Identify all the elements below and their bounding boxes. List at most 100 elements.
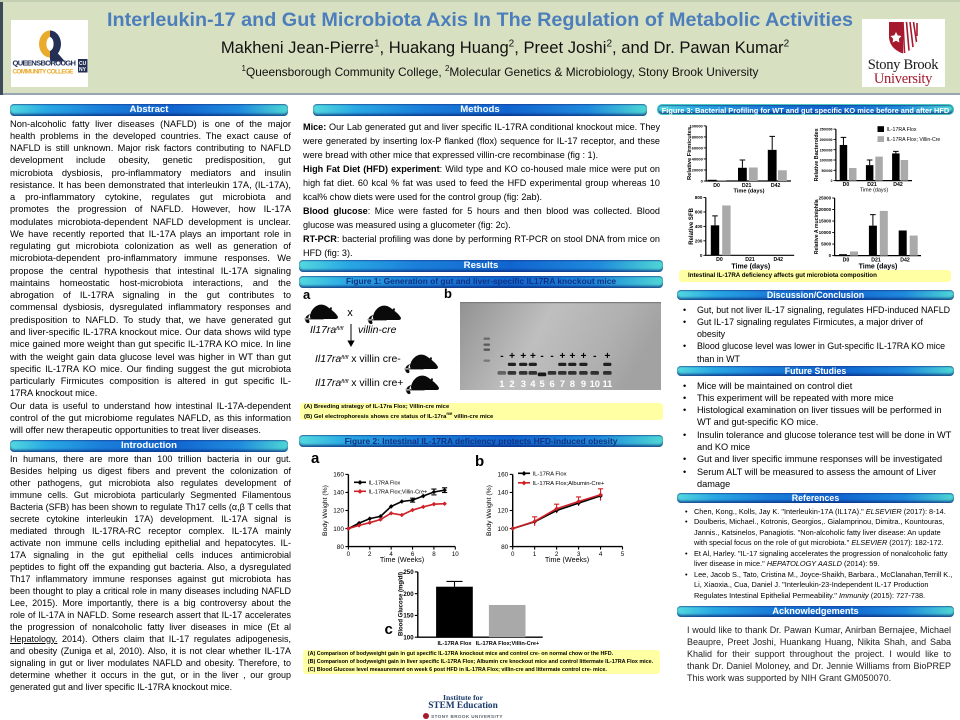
svg-text:25000: 25000 bbox=[819, 196, 832, 201]
svg-text:Blood Glucose (mg/dl): Blood Glucose (mg/dl) bbox=[399, 572, 405, 636]
svg-text:0: 0 bbox=[701, 179, 704, 184]
svg-text:IL-17RA Flox; Villin-Cre: IL-17RA Flox; Villin-Cre bbox=[887, 137, 941, 143]
svg-text:8: 8 bbox=[432, 551, 436, 558]
svg-text:5000: 5000 bbox=[821, 242, 832, 247]
svg-text:3: 3 bbox=[577, 551, 581, 558]
svg-text:10: 10 bbox=[590, 378, 600, 389]
svg-text:600: 600 bbox=[695, 210, 703, 215]
svg-text:2: 2 bbox=[509, 378, 514, 389]
svg-text:8: 8 bbox=[570, 378, 575, 389]
svg-text:Relative SFB: Relative SFB bbox=[689, 207, 695, 244]
svg-text:IL-17RA Flox: IL-17RA Flox bbox=[438, 641, 473, 647]
svg-text:100000: 100000 bbox=[689, 124, 703, 129]
svg-text:200: 200 bbox=[695, 238, 703, 243]
svg-text:1500000: 1500000 bbox=[820, 148, 833, 152]
svg-text:40000: 40000 bbox=[692, 157, 704, 162]
svg-text:2000000: 2000000 bbox=[820, 138, 833, 142]
svg-text:0: 0 bbox=[700, 253, 703, 258]
svg-text:400: 400 bbox=[695, 224, 703, 229]
svg-text:2500000: 2500000 bbox=[820, 128, 833, 132]
svg-text:D42: D42 bbox=[771, 183, 781, 189]
svg-text:D42: D42 bbox=[893, 182, 903, 188]
svg-text:Il17rafl/fl x villin cre-: Il17rafl/fl x villin cre- bbox=[315, 353, 401, 365]
svg-text:-: - bbox=[593, 351, 596, 362]
svg-text:b: b bbox=[475, 453, 484, 470]
svg-text:11: 11 bbox=[602, 378, 612, 389]
svg-text:D0: D0 bbox=[843, 257, 850, 263]
svg-text:-: - bbox=[550, 351, 553, 362]
svg-text:60000: 60000 bbox=[692, 146, 704, 151]
svg-text:Il17rafl/fl: Il17rafl/fl bbox=[310, 324, 344, 336]
svg-text:IL-17RA Flox: IL-17RA Flox bbox=[887, 127, 917, 133]
svg-text:Body Weight (%): Body Weight (%) bbox=[486, 485, 493, 536]
svg-text:x: x bbox=[347, 307, 353, 319]
svg-text:160: 160 bbox=[498, 472, 509, 479]
svg-text:IL-17RA Flox;Albumin-Cre+: IL-17RA Flox;Albumin-Cre+ bbox=[533, 481, 605, 487]
svg-text:Relative Bacteroides: Relative Bacteroides bbox=[814, 128, 820, 181]
svg-text:University: University bbox=[874, 71, 933, 87]
svg-text:D21: D21 bbox=[871, 257, 881, 263]
svg-text:100: 100 bbox=[498, 526, 509, 533]
svg-text:1: 1 bbox=[533, 551, 537, 558]
svg-text:7: 7 bbox=[560, 378, 565, 389]
svg-text:4: 4 bbox=[530, 378, 536, 389]
svg-text:c: c bbox=[385, 621, 393, 638]
svg-text:800: 800 bbox=[695, 195, 703, 200]
svg-text:D42: D42 bbox=[900, 257, 910, 263]
svg-text:Time (Weeks): Time (Weeks) bbox=[380, 555, 424, 564]
svg-text:80000: 80000 bbox=[692, 135, 704, 140]
svg-text:0: 0 bbox=[831, 179, 833, 183]
svg-text:4: 4 bbox=[389, 551, 393, 558]
svg-text:IL-17RA Flox: IL-17RA Flox bbox=[533, 472, 567, 478]
svg-text:Time (Weeks): Time (Weeks) bbox=[545, 555, 589, 564]
svg-text:3: 3 bbox=[521, 378, 526, 389]
svg-text:500000: 500000 bbox=[821, 169, 832, 173]
svg-text:6: 6 bbox=[549, 378, 554, 389]
svg-text:-: - bbox=[500, 351, 503, 362]
svg-text:+: + bbox=[559, 351, 565, 362]
svg-text:villin-cre: villin-cre bbox=[358, 324, 397, 336]
svg-text:+: + bbox=[530, 351, 536, 362]
svg-text:80: 80 bbox=[337, 544, 345, 551]
svg-text:+: + bbox=[520, 351, 526, 362]
svg-text:NY: NY bbox=[79, 67, 87, 73]
svg-text:D42: D42 bbox=[774, 257, 784, 263]
svg-text:140: 140 bbox=[498, 490, 509, 497]
svg-text:D0: D0 bbox=[713, 183, 720, 189]
svg-text:9: 9 bbox=[581, 378, 586, 389]
svg-text:160: 160 bbox=[333, 472, 344, 479]
svg-text:5: 5 bbox=[539, 378, 544, 389]
svg-text:0: 0 bbox=[829, 253, 832, 258]
svg-text:Stony Brook: Stony Brook bbox=[868, 57, 939, 73]
svg-text:Body Weight (%): Body Weight (%) bbox=[322, 485, 329, 536]
svg-text:D0: D0 bbox=[716, 257, 723, 263]
svg-text:150: 150 bbox=[403, 613, 414, 620]
svg-text:CU: CU bbox=[79, 61, 87, 67]
svg-text:a: a bbox=[311, 450, 320, 467]
svg-text:IL-17RA Flox: IL-17RA Flox bbox=[369, 481, 401, 487]
svg-text:a: a bbox=[303, 288, 311, 302]
svg-text:COMMUNITY COLLEGE: COMMUNITY COLLEGE bbox=[13, 69, 75, 76]
svg-text:Relative A muciniphila: Relative A muciniphila bbox=[814, 199, 820, 254]
svg-text:Time (days): Time (days) bbox=[859, 264, 898, 271]
svg-text:0: 0 bbox=[511, 551, 515, 558]
svg-text:10000: 10000 bbox=[819, 230, 832, 235]
svg-text:Time (days): Time (days) bbox=[860, 188, 888, 194]
svg-text:+: + bbox=[569, 351, 575, 362]
svg-text:120: 120 bbox=[333, 508, 344, 515]
svg-text:10: 10 bbox=[452, 551, 459, 558]
svg-text:80: 80 bbox=[501, 544, 509, 551]
svg-text:Il17rafl/fl x villin cre+: Il17rafl/fl x villin cre+ bbox=[315, 377, 403, 389]
svg-text:1: 1 bbox=[499, 378, 504, 389]
svg-text:-: - bbox=[540, 351, 543, 362]
svg-text:1000000: 1000000 bbox=[820, 159, 833, 163]
svg-text:D21: D21 bbox=[742, 183, 752, 189]
svg-text:0: 0 bbox=[347, 551, 351, 558]
svg-text:Time (days): Time (days) bbox=[734, 189, 765, 195]
svg-text:D21: D21 bbox=[745, 257, 755, 263]
svg-text:2: 2 bbox=[555, 551, 559, 558]
svg-text:100: 100 bbox=[403, 634, 414, 641]
svg-text:120: 120 bbox=[498, 508, 509, 515]
svg-text:250: 250 bbox=[403, 569, 414, 576]
svg-text:5: 5 bbox=[621, 551, 625, 558]
